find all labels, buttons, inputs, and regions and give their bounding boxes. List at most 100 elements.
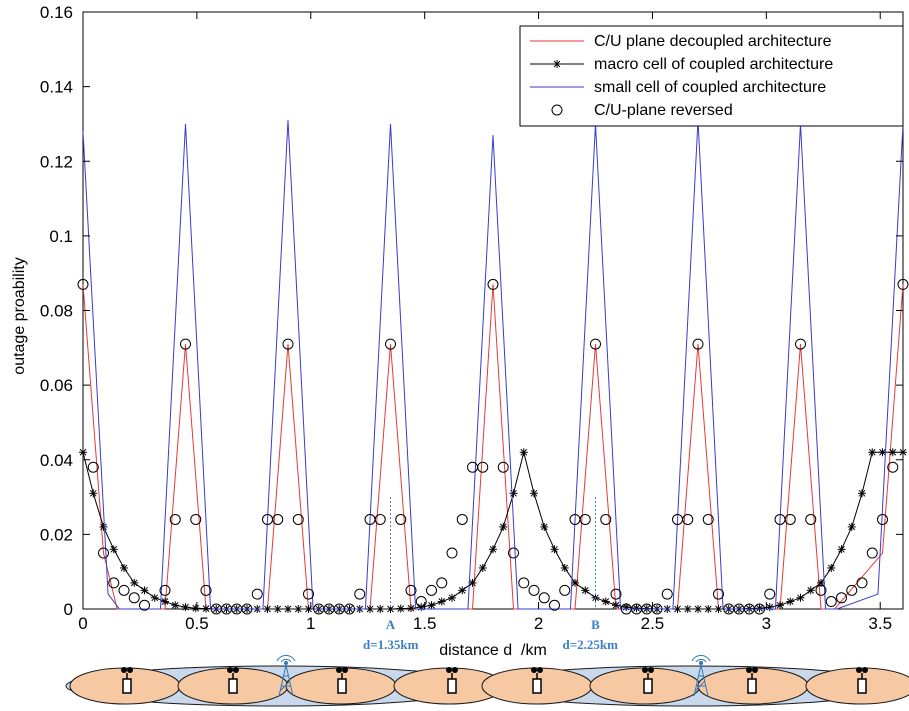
- data-point: [571, 578, 579, 587]
- data-point: [415, 596, 427, 608]
- ticks-layer: 0 0.5 1 1.5 2 2.5 3 3.5 0 0.02 0.04 0.06 0.08 0.1 0.12…: [40, 3, 903, 633]
- y-axis-label: outage proability: [11, 257, 28, 374]
- data-point: [694, 605, 702, 613]
- data-point: [887, 461, 899, 473]
- data-point: [899, 448, 907, 457]
- data-point: [754, 603, 765, 615]
- data-point: [786, 597, 795, 606]
- data-point: [590, 338, 601, 350]
- series-line: [82, 120, 904, 610]
- data-point: [417, 603, 426, 612]
- data-point: [130, 578, 139, 587]
- x-axis-label: distance d /km: [439, 642, 547, 659]
- data-point: [692, 338, 704, 350]
- data-point: [601, 597, 610, 606]
- data-point: [878, 448, 887, 457]
- data-point: [437, 597, 446, 606]
- legend-entry: small cell of coupled architecture: [530, 79, 826, 96]
- data-point: [108, 577, 120, 589]
- x-tick-label: 1.5: [413, 614, 437, 633]
- data-point: [868, 448, 877, 457]
- data-point: [161, 597, 169, 606]
- y-tick-label: 0.06: [40, 376, 73, 395]
- data-point: [376, 605, 385, 613]
- y-tick-label: 0.08: [40, 302, 73, 321]
- data-point: [497, 461, 509, 473]
- legend-box: [519, 25, 904, 127]
- data-point: [579, 513, 591, 525]
- data-point: [407, 604, 415, 613]
- data-point: [478, 563, 487, 572]
- small-base-station-icon: [121, 667, 133, 694]
- y-tick-label: 0.1: [49, 227, 73, 246]
- data-point: [795, 338, 806, 350]
- data-point: [304, 605, 313, 613]
- data-point: [836, 592, 847, 604]
- small-base-station-icon: [531, 667, 543, 694]
- data-point: [682, 513, 694, 525]
- data-point: [540, 522, 549, 531]
- macro-tower-icon: [276, 654, 296, 697]
- data-point: [366, 605, 374, 613]
- data-point: [272, 513, 284, 525]
- data-point: [139, 599, 150, 611]
- data-point: [99, 522, 108, 531]
- data-point: [765, 603, 774, 612]
- y-tick-label: 0.12: [40, 152, 73, 171]
- small-base-station-icon: [227, 667, 239, 694]
- data-point: [612, 601, 620, 610]
- x-tick-label: 2.5: [641, 614, 665, 633]
- data-point: [837, 545, 846, 554]
- data-point: [292, 513, 304, 525]
- data-point: [713, 588, 724, 600]
- data-point: [661, 588, 673, 600]
- data-point: [77, 278, 89, 290]
- data-point: [190, 513, 202, 525]
- data-point: [530, 489, 538, 498]
- data-point: [877, 513, 888, 525]
- y-tick-label: 0.14: [40, 78, 73, 97]
- x-tick-label: 1: [306, 614, 315, 633]
- data-point: [427, 601, 436, 610]
- data-point: [169, 513, 181, 525]
- x-tick-label: 3: [762, 614, 771, 633]
- small-base-station-icon: [856, 667, 868, 694]
- data-point: [385, 338, 396, 350]
- small-base-station-icon: [336, 667, 348, 694]
- data-point: [426, 584, 437, 596]
- data-point: [796, 593, 805, 602]
- legend-label: macro cell of coupled architecture: [594, 56, 833, 73]
- small-base-station-icon: [642, 667, 654, 694]
- data-point: [150, 593, 159, 602]
- data-point: [200, 584, 212, 596]
- legend-entry: C/U plane decoupled architecture: [530, 33, 832, 50]
- data-point: [284, 605, 292, 613]
- data-point: [109, 545, 118, 554]
- small-base-station-icon: [446, 667, 458, 694]
- data-point: [263, 605, 272, 613]
- data-point: [897, 278, 909, 290]
- data-point: [528, 584, 540, 596]
- data-point: [468, 578, 477, 587]
- data-point: [827, 563, 836, 572]
- legend-label: C/U plane decoupled architecture: [594, 33, 832, 50]
- data-point: [499, 522, 508, 531]
- legend-label: C/U-plane reversed: [594, 102, 733, 119]
- data-point: [559, 584, 571, 596]
- data-point: [140, 586, 149, 595]
- data-point: [538, 592, 550, 604]
- data-point: [405, 584, 417, 596]
- y-tick-label: 0.16: [40, 3, 73, 22]
- annotation-layer: Ad=1.35km Bd=2.25km: [363, 497, 618, 652]
- data-point: [241, 603, 253, 615]
- data-point: [180, 338, 191, 350]
- data-point: [159, 584, 171, 596]
- data-point: [866, 547, 878, 559]
- data-point: [888, 448, 897, 457]
- data-point: [518, 577, 530, 589]
- data-point: [118, 584, 130, 596]
- y-tick-label: 0: [64, 600, 73, 619]
- data-point: [581, 586, 590, 595]
- data-point: [508, 547, 519, 559]
